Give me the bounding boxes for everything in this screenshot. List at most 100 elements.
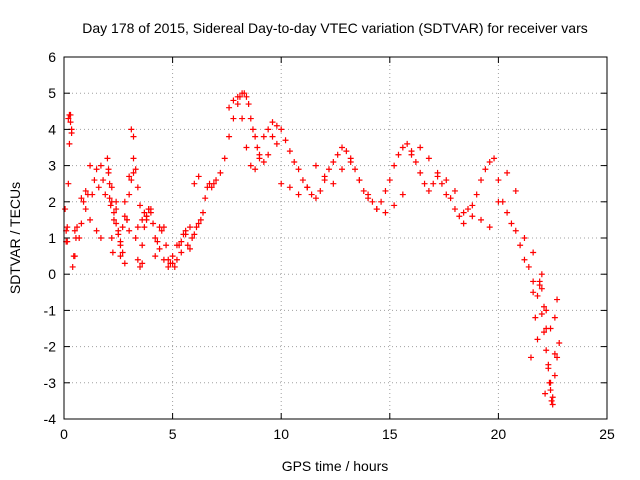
data-point	[373, 206, 380, 213]
data-point	[486, 224, 493, 231]
data-point	[417, 144, 424, 151]
y-tick-label: 6	[48, 49, 56, 65]
data-point	[106, 180, 113, 187]
data-point	[538, 311, 545, 318]
data-point	[130, 133, 137, 140]
data-point	[530, 289, 537, 296]
data-point	[399, 191, 406, 198]
data-point	[71, 227, 78, 234]
data-point	[119, 224, 126, 231]
data-point	[391, 202, 398, 209]
data-point	[269, 119, 276, 126]
data-point	[430, 180, 437, 187]
data-point	[527, 354, 534, 361]
data-point	[538, 285, 545, 292]
data-point	[438, 180, 445, 187]
data-point	[273, 122, 280, 129]
data-point	[352, 166, 359, 173]
data-point	[234, 93, 241, 100]
y-tick-label: -3	[44, 375, 57, 391]
data-point	[269, 133, 276, 140]
data-point	[417, 169, 424, 176]
data-point	[541, 329, 548, 336]
data-point	[534, 336, 541, 343]
data-point	[113, 220, 120, 227]
data-point	[221, 155, 228, 162]
data-point	[260, 133, 267, 140]
data-point	[369, 198, 376, 205]
data-point	[243, 93, 250, 100]
data-point	[451, 187, 458, 194]
data-point	[173, 242, 180, 249]
data-point	[82, 187, 89, 194]
data-point	[425, 187, 432, 194]
data-point	[545, 361, 552, 368]
y-tick-label: -1	[44, 302, 57, 318]
data-point	[247, 162, 254, 169]
data-point	[543, 347, 550, 354]
data-point	[139, 260, 146, 267]
data-point	[541, 303, 548, 310]
data-point	[469, 213, 476, 220]
data-point	[317, 187, 324, 194]
data-point	[412, 158, 419, 165]
data-point	[556, 339, 563, 346]
data-point	[87, 216, 94, 223]
data-point	[134, 256, 141, 263]
data-point	[256, 151, 263, 158]
data-point	[312, 195, 319, 202]
data-point	[67, 111, 74, 118]
data-point	[178, 249, 185, 256]
data-point	[108, 184, 115, 191]
data-point	[491, 155, 498, 162]
data-point	[208, 184, 215, 191]
data-point	[108, 235, 115, 241]
data-point	[382, 187, 389, 194]
data-point	[425, 155, 432, 162]
data-point	[247, 115, 254, 122]
data-point	[132, 166, 139, 173]
data-point	[482, 166, 489, 173]
data-point	[554, 354, 561, 361]
data-point	[325, 166, 332, 173]
y-tick-labels: -4 -3 -2 -1 0 1 2 3 4 5 6	[44, 49, 57, 427]
data-point	[512, 227, 519, 234]
y-tick-label: 4	[48, 121, 56, 137]
data-point	[126, 191, 133, 198]
x-tick-label: 20	[491, 426, 507, 442]
data-point	[404, 140, 411, 147]
data-point	[286, 184, 293, 191]
data-point	[286, 148, 293, 155]
data-point	[434, 173, 441, 180]
data-point	[93, 227, 100, 234]
data-point	[486, 158, 493, 165]
data-point	[102, 191, 109, 198]
data-point	[97, 162, 104, 169]
data-point	[91, 177, 98, 184]
data-point	[71, 253, 78, 260]
data-point	[165, 263, 172, 270]
data-point	[152, 235, 159, 241]
data-point	[69, 263, 76, 270]
data-point	[464, 206, 471, 213]
data-point	[551, 372, 558, 379]
data-point	[521, 235, 528, 241]
data-point	[421, 180, 428, 187]
data-point	[186, 224, 193, 231]
data-point	[495, 198, 502, 205]
y-axis-label: SDTVAR / TECUs	[7, 182, 23, 294]
data-point	[76, 235, 83, 241]
axis-ticks	[63, 56, 608, 420]
data-point	[64, 224, 71, 231]
data-point	[141, 224, 148, 231]
data-point	[160, 256, 167, 263]
data-point	[234, 101, 241, 108]
data-point	[291, 158, 298, 165]
data-point	[347, 158, 354, 165]
data-point	[451, 206, 458, 213]
data-point	[74, 224, 81, 231]
data-point	[134, 224, 141, 231]
data-point	[395, 151, 402, 158]
data-point	[130, 169, 137, 176]
data-point	[158, 227, 165, 234]
